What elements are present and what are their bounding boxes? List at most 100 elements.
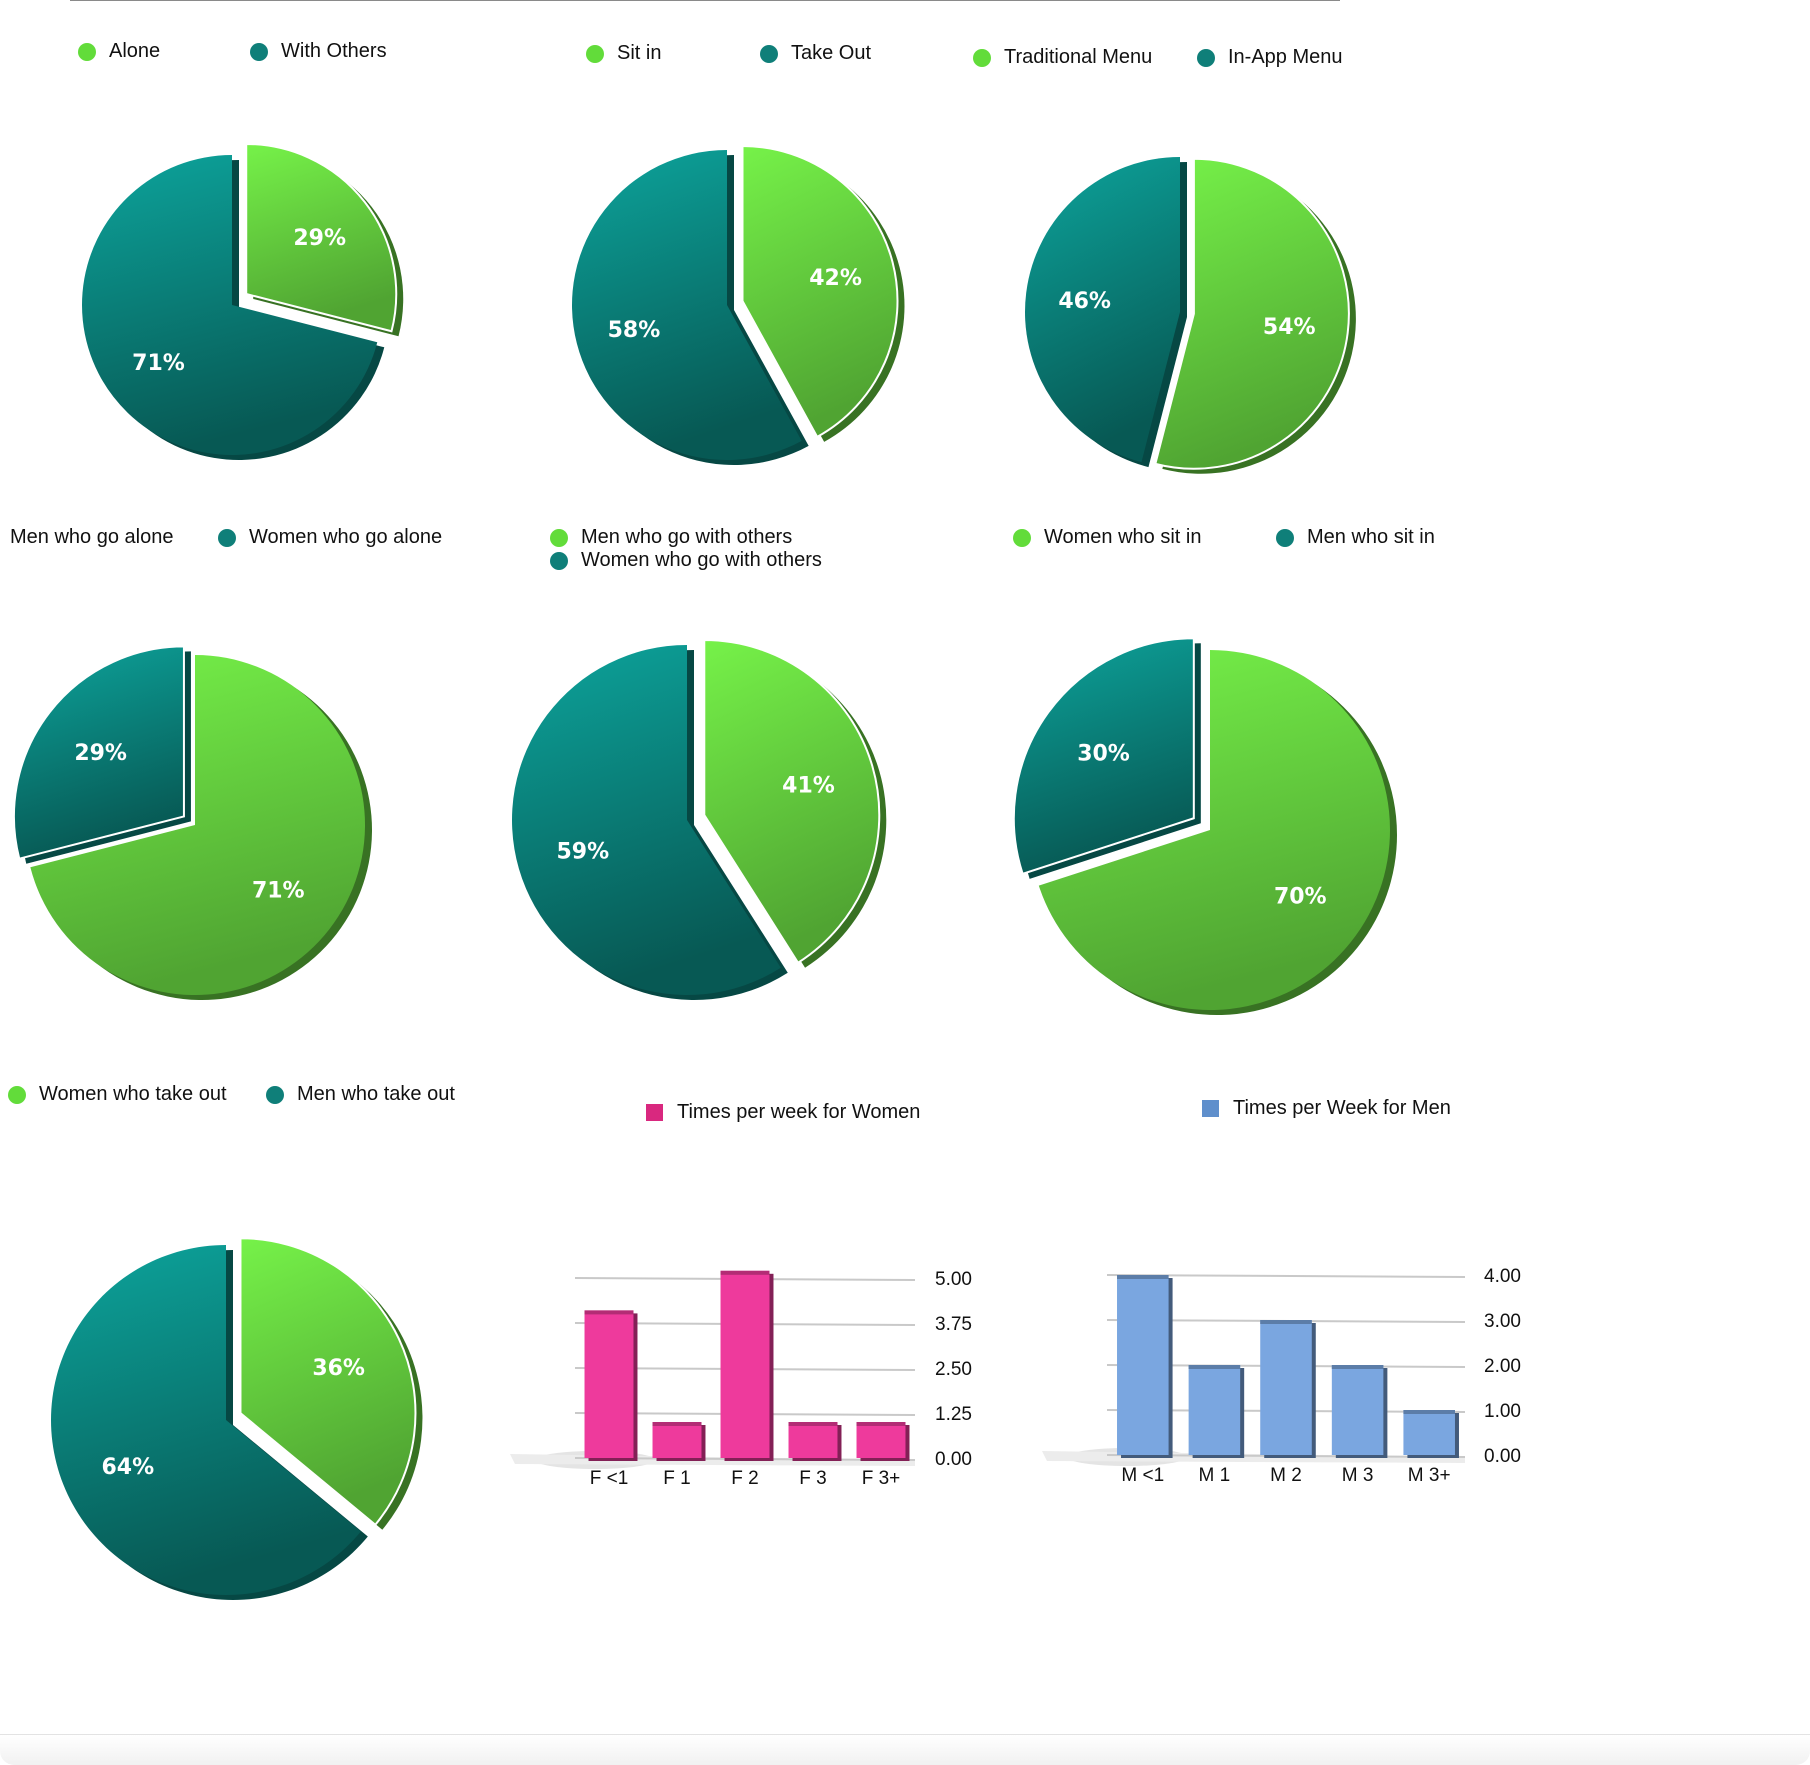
legend-item-men-who-take-out: Men who take out [266, 1083, 455, 1106]
bar [1117, 1275, 1169, 1455]
bar-top-cap [1188, 1365, 1241, 1369]
y-tick-label: 2.00 [1484, 1356, 1521, 1377]
pie-slice-in-app-menu [1025, 157, 1180, 463]
legend-item-women-who-go-alone: Women who go alone [218, 526, 442, 549]
legend-label: Men who sit in [1307, 526, 1435, 548]
legend-swatch-teal [1197, 48, 1215, 67]
pie-slice-sit-in [741, 145, 899, 439]
pie-slice-traditional-menu [1154, 157, 1350, 470]
y-tick-label: 1.25 [935, 1404, 972, 1425]
pie-data-label: 29% [74, 741, 127, 766]
pie-data-label: 36% [312, 1356, 365, 1381]
legend-item-men-who-sit-in: Men who sit in [1276, 526, 1435, 549]
legend-swatch-pink [646, 1104, 663, 1121]
bar-top-cap [652, 1422, 702, 1426]
bar-top-cap [788, 1422, 838, 1426]
pie-data-label: 46% [1058, 289, 1111, 314]
bar [856, 1422, 906, 1458]
x-category-label: F 3+ [862, 1468, 901, 1489]
pie-data-label: 54% [1263, 315, 1316, 340]
y-tick-label: 0.00 [935, 1449, 972, 1470]
legend-label: Times per Week for Men [1233, 1097, 1451, 1119]
legend-swatch-teal [250, 42, 268, 61]
pie-data-label: 59% [556, 839, 609, 864]
legend-swatch-teal [266, 1085, 284, 1104]
y-tick-label: 2.50 [935, 1359, 972, 1380]
x-category-label: M <1 [1121, 1465, 1164, 1486]
pie-slice-with-others [82, 155, 378, 455]
bar-top-cap [856, 1422, 906, 1426]
pie-data-label: 70% [1274, 885, 1327, 910]
pie-slice-women-who-go-alone [12, 645, 185, 860]
pie-slice-women-who-sit-in [1038, 650, 1391, 1010]
bar [1260, 1320, 1312, 1455]
legend-item-women-bar: Times per week for Women [646, 1101, 920, 1124]
legend-swatch-teal [550, 551, 568, 570]
x-category-label: F 3 [799, 1468, 826, 1489]
pie-slice-men-who-take-out [51, 1245, 361, 1595]
bar-top-cap [1260, 1320, 1312, 1324]
legend-label: Women who go alone [249, 526, 443, 548]
y-tick-label: 1.00 [1484, 1401, 1521, 1422]
legend-item-women-who-go-with-others: Women who go with others [550, 549, 822, 572]
pie-slice-men-who-sit-in [1012, 637, 1195, 876]
legend-item-men-who-go-alone: Men who go alone [10, 526, 173, 549]
pie-slice-alone [245, 142, 398, 333]
legend-item-take-out: Take Out [760, 42, 871, 65]
legend-swatch-green [1013, 528, 1031, 547]
x-category-label: M 3 [1342, 1465, 1374, 1486]
legend-item-in-app-menu: In-App Menu [1197, 46, 1343, 69]
legend-item-women-who-sit-in: Women who sit in [1013, 526, 1201, 549]
legend-swatch-green [973, 48, 991, 67]
legend-item-men-bar: Times per Week for Men [1202, 1097, 1451, 1120]
legend-item-sit-in: Sit in [586, 42, 661, 65]
bar-top-cap [1403, 1410, 1455, 1414]
x-category-label: M 1 [1199, 1465, 1231, 1486]
pie-data-label: 71% [132, 351, 185, 376]
legend-swatch-green [550, 528, 568, 547]
bar [1403, 1410, 1455, 1455]
pie-data-label: 64% [101, 1455, 154, 1480]
legend-item-men-who-go-with-others: Men who go with others [550, 526, 792, 549]
legend-label: Men who take out [297, 1083, 455, 1105]
pie-data-label: 42% [809, 266, 862, 291]
bar [584, 1310, 634, 1458]
bar [1331, 1365, 1384, 1455]
y-tick-label: 3.75 [935, 1314, 972, 1335]
legend-item-traditional-menu: Traditional Menu [973, 46, 1152, 69]
x-category-label: F 1 [663, 1468, 690, 1489]
legend-swatch-green [586, 44, 604, 63]
bar-top-cap [1117, 1275, 1169, 1279]
pie-data-label: 58% [608, 318, 661, 343]
bar-top-cap [1331, 1365, 1384, 1369]
pie-slice-women-who-go-with-others [512, 645, 781, 995]
legend-swatch-green [8, 1085, 26, 1104]
window-bottom-edge [0, 1734, 1810, 1765]
legend-item-with-others: With Others [250, 40, 387, 63]
pie-slice-take-out [571, 150, 802, 461]
legend-item-alone: Alone [78, 40, 160, 63]
bar [720, 1270, 770, 1458]
legend-label: Times per week for Women [677, 1101, 921, 1123]
pie-slice-men-who-go-alone [30, 655, 366, 996]
top-divider [70, 0, 1340, 1]
legend-item-women-who-take-out: Women who take out [8, 1083, 227, 1106]
bar-top-cap [720, 1270, 770, 1275]
pie-slice-men-who-go-with-others [703, 638, 881, 965]
y-tick-label: 5.00 [935, 1269, 972, 1290]
bar-top-cap [584, 1310, 634, 1315]
y-tick-label: 0.00 [1484, 1446, 1521, 1467]
x-category-label: F <1 [590, 1468, 629, 1489]
legend-label: Women who go with others [581, 549, 822, 571]
legend-swatch-teal [760, 44, 778, 63]
bar [652, 1422, 702, 1458]
legend-label: Men who go alone [10, 526, 174, 548]
legend-label: Women who sit in [1044, 526, 1202, 548]
legend-label: With Others [281, 40, 387, 62]
legend-swatch-teal [1276, 528, 1294, 547]
